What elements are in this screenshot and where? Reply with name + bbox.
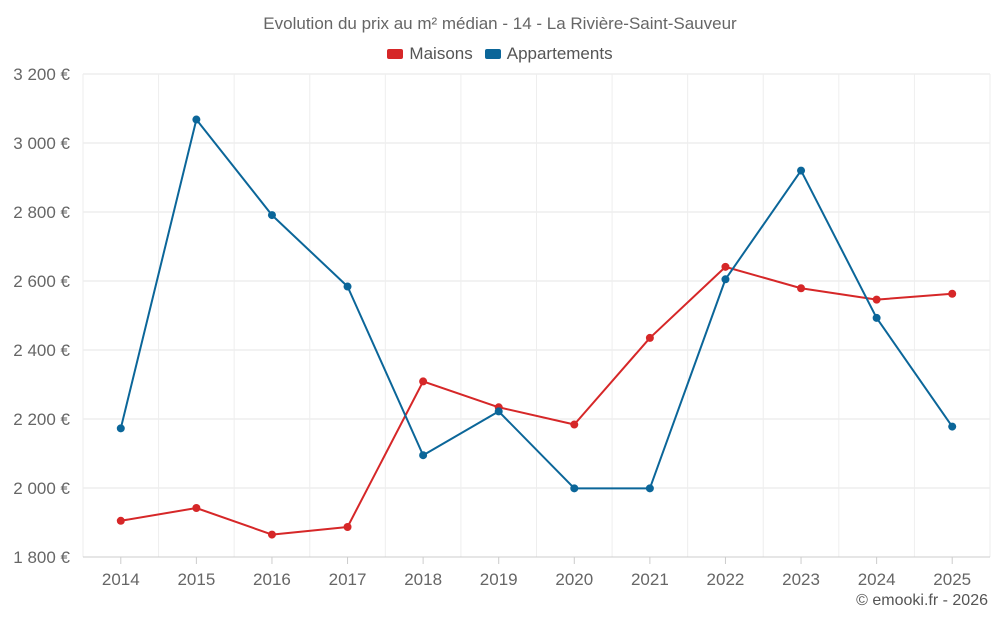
y-tick-label: 2 600 € <box>13 272 70 291</box>
y-tick-label: 2 000 € <box>13 479 70 498</box>
data-point-appartements[interactable] <box>721 275 730 284</box>
data-point-maisons[interactable] <box>192 504 201 513</box>
y-tick-label: 2 400 € <box>13 341 70 360</box>
data-point-appartements[interactable] <box>116 424 125 433</box>
y-tick-label: 3 000 € <box>13 134 70 153</box>
x-tick-label: 2021 <box>631 570 669 589</box>
data-point-maisons[interactable] <box>419 377 428 386</box>
legend-item-maisons[interactable]: Maisons <box>387 44 473 64</box>
legend-swatch-appartements <box>484 49 501 59</box>
legend-item-appartements[interactable]: Appartements <box>484 44 613 64</box>
data-point-appartements[interactable] <box>267 211 276 220</box>
data-point-maisons[interactable] <box>872 295 881 304</box>
data-point-maisons[interactable] <box>797 284 806 293</box>
x-tick-label: 2015 <box>177 570 215 589</box>
data-point-appartements[interactable] <box>343 282 352 291</box>
data-point-appartements[interactable] <box>570 484 579 493</box>
legend-label-maisons: Maisons <box>409 44 473 63</box>
y-tick-label: 3 200 € <box>13 65 70 84</box>
data-point-appartements[interactable] <box>948 422 957 431</box>
data-point-maisons[interactable] <box>343 522 352 531</box>
chart-legend: Maisons Appartements <box>0 44 1000 64</box>
y-tick-label: 1 800 € <box>13 548 70 567</box>
data-point-appartements[interactable] <box>494 407 503 416</box>
x-tick-label: 2016 <box>253 570 291 589</box>
x-tick-label: 2019 <box>480 570 518 589</box>
data-point-appartements[interactable] <box>797 166 806 175</box>
x-tick-label: 2014 <box>102 570 140 589</box>
copyright-credit: © emooki.fr - 2026 <box>856 592 988 609</box>
data-point-maisons[interactable] <box>116 516 125 525</box>
x-tick-label: 2020 <box>555 570 593 589</box>
x-tick-label: 2017 <box>329 570 367 589</box>
data-point-appartements[interactable] <box>872 313 881 322</box>
legend-label-appartements: Appartements <box>506 44 613 63</box>
y-tick-label: 2 800 € <box>13 203 70 222</box>
series-line-appartements <box>119 118 954 490</box>
chart-title: Evolution du prix au m² médian - 14 - La… <box>263 14 737 33</box>
data-point-maisons[interactable] <box>570 420 579 429</box>
x-tick-label: 2025 <box>933 570 971 589</box>
data-point-appartements[interactable] <box>419 451 428 460</box>
x-tick-label: 2022 <box>707 570 745 589</box>
x-tick-label: 2023 <box>782 570 820 589</box>
data-point-maisons[interactable] <box>721 262 730 271</box>
data-point-maisons[interactable] <box>948 289 957 298</box>
y-tick-label: 2 200 € <box>13 410 70 429</box>
x-tick-label: 2018 <box>404 570 442 589</box>
legend-swatch-maisons <box>387 49 404 59</box>
data-point-appartements[interactable] <box>192 115 201 124</box>
data-point-maisons[interactable] <box>267 530 276 539</box>
x-tick-label: 2024 <box>858 570 896 589</box>
data-point-appartements[interactable] <box>645 484 654 493</box>
data-point-maisons[interactable] <box>645 333 654 342</box>
series-line-maisons <box>120 265 953 536</box>
